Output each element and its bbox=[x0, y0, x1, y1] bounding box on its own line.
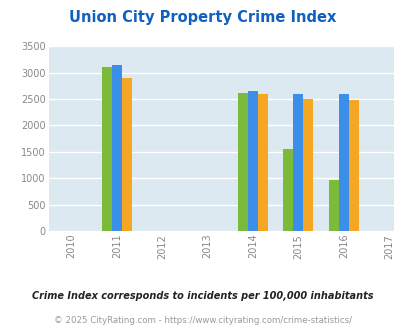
Bar bbox=[237, 93, 247, 231]
Bar bbox=[102, 67, 111, 231]
Bar bbox=[122, 78, 132, 231]
Bar bbox=[338, 94, 348, 231]
Bar bbox=[111, 65, 122, 231]
Text: © 2025 CityRating.com - https://www.cityrating.com/crime-statistics/: © 2025 CityRating.com - https://www.city… bbox=[54, 316, 351, 325]
Bar bbox=[293, 94, 303, 231]
Text: Union City Property Crime Index: Union City Property Crime Index bbox=[69, 10, 336, 25]
Bar bbox=[247, 91, 258, 231]
Bar bbox=[258, 94, 267, 231]
Bar bbox=[328, 180, 338, 231]
Text: Crime Index corresponds to incidents per 100,000 inhabitants: Crime Index corresponds to incidents per… bbox=[32, 291, 373, 301]
Bar bbox=[348, 100, 358, 231]
Bar bbox=[283, 149, 293, 231]
Bar bbox=[303, 99, 313, 231]
